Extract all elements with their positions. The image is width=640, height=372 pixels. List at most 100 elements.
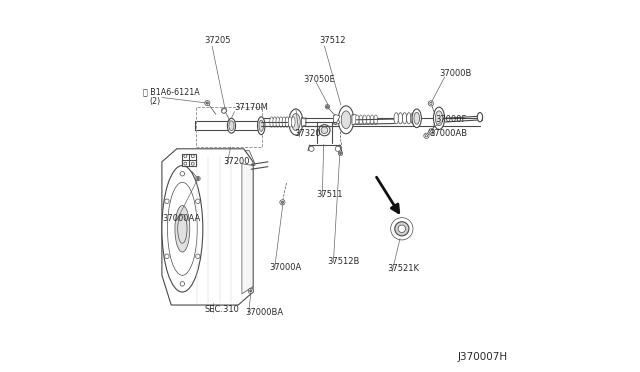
Ellipse shape [367, 115, 370, 125]
Ellipse shape [412, 109, 421, 128]
Circle shape [164, 199, 169, 203]
Text: 37205: 37205 [205, 36, 231, 45]
Circle shape [428, 101, 433, 106]
Ellipse shape [414, 112, 419, 124]
Ellipse shape [403, 113, 407, 124]
Text: 37521K: 37521K [387, 264, 419, 273]
Text: 37512B: 37512B [328, 257, 360, 266]
Ellipse shape [291, 113, 300, 131]
Text: (2): (2) [149, 97, 160, 106]
Ellipse shape [259, 120, 264, 131]
Text: 37050E: 37050E [303, 75, 335, 84]
Text: 37000AB: 37000AB [429, 129, 468, 138]
Circle shape [180, 282, 184, 286]
Ellipse shape [406, 113, 411, 124]
Text: 37000BA: 37000BA [246, 308, 284, 317]
Text: 37000F: 37000F [435, 115, 467, 124]
Ellipse shape [370, 115, 374, 125]
Ellipse shape [477, 112, 483, 122]
Ellipse shape [363, 115, 367, 125]
Ellipse shape [321, 127, 328, 134]
Circle shape [191, 162, 195, 165]
Ellipse shape [291, 117, 295, 127]
Text: 37511: 37511 [316, 190, 343, 199]
Circle shape [184, 162, 187, 165]
Ellipse shape [162, 166, 203, 292]
Ellipse shape [168, 182, 197, 275]
Ellipse shape [282, 117, 286, 127]
Ellipse shape [279, 117, 283, 127]
Circle shape [250, 290, 252, 292]
Ellipse shape [285, 117, 289, 127]
Ellipse shape [398, 225, 406, 232]
Circle shape [280, 200, 285, 205]
Text: SEC.310: SEC.310 [205, 305, 239, 314]
Ellipse shape [374, 115, 378, 125]
Ellipse shape [341, 111, 351, 129]
Ellipse shape [395, 222, 409, 236]
Circle shape [191, 155, 195, 158]
Text: 37512: 37512 [319, 36, 346, 45]
Circle shape [424, 133, 429, 138]
Polygon shape [301, 118, 306, 126]
Ellipse shape [390, 218, 413, 240]
Polygon shape [285, 118, 291, 126]
Ellipse shape [433, 107, 445, 129]
Text: 37000AA: 37000AA [162, 214, 200, 223]
Polygon shape [333, 115, 340, 125]
Circle shape [180, 171, 184, 176]
Ellipse shape [175, 205, 190, 252]
Ellipse shape [319, 125, 330, 136]
Ellipse shape [276, 117, 280, 127]
Polygon shape [242, 164, 253, 294]
Ellipse shape [411, 113, 415, 124]
Circle shape [339, 152, 342, 154]
Polygon shape [352, 115, 356, 125]
Circle shape [164, 254, 169, 259]
Ellipse shape [355, 115, 359, 125]
Circle shape [197, 177, 199, 180]
Circle shape [221, 108, 227, 113]
Ellipse shape [273, 117, 276, 127]
Ellipse shape [289, 109, 303, 135]
Circle shape [282, 201, 284, 203]
Circle shape [205, 100, 210, 106]
Bar [196, 107, 262, 147]
Polygon shape [301, 118, 306, 126]
Text: 37170M: 37170M [234, 103, 268, 112]
Circle shape [196, 176, 200, 181]
Ellipse shape [359, 115, 363, 125]
Text: Ⓑ B1A6-6121A: Ⓑ B1A6-6121A [143, 88, 200, 97]
Circle shape [184, 155, 187, 158]
Circle shape [196, 199, 200, 203]
Circle shape [335, 146, 340, 151]
Ellipse shape [288, 117, 292, 127]
Text: 37320: 37320 [294, 129, 321, 138]
Circle shape [206, 102, 209, 104]
Polygon shape [352, 115, 356, 125]
Polygon shape [285, 118, 291, 126]
Circle shape [248, 288, 253, 294]
Text: 37000A: 37000A [270, 263, 302, 272]
Text: 37200: 37200 [223, 157, 250, 166]
Text: J370007H: J370007H [458, 352, 508, 362]
Ellipse shape [398, 113, 403, 124]
Ellipse shape [435, 111, 443, 126]
Ellipse shape [257, 117, 265, 135]
Polygon shape [333, 115, 340, 125]
Circle shape [196, 254, 200, 259]
Polygon shape [162, 149, 253, 305]
Circle shape [429, 129, 434, 134]
Text: 37000B: 37000B [439, 69, 472, 78]
Circle shape [309, 146, 314, 151]
Polygon shape [177, 151, 255, 166]
Ellipse shape [270, 117, 273, 127]
Ellipse shape [227, 118, 236, 133]
Circle shape [326, 106, 328, 108]
Circle shape [338, 151, 342, 155]
Ellipse shape [229, 121, 234, 131]
Ellipse shape [338, 106, 354, 134]
Polygon shape [182, 154, 196, 166]
Ellipse shape [394, 113, 399, 124]
Circle shape [325, 105, 330, 109]
